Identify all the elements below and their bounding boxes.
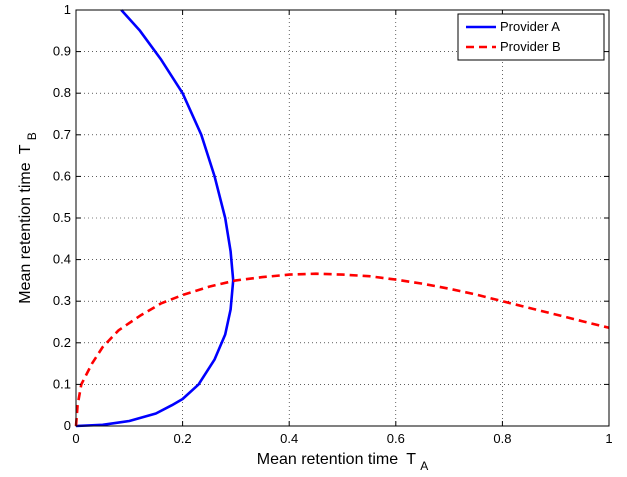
axis-ticks <box>75 9 610 427</box>
x-axis-label: Mean retention time T A <box>257 451 429 473</box>
x-tick-label: 0 <box>72 431 79 446</box>
x-axis-label-subscript: A <box>420 459 428 473</box>
y-tick-label: 0.1 <box>53 376 71 391</box>
series-line-provider-b <box>74 272 610 427</box>
y-tick-label: 0.3 <box>53 293 71 308</box>
legend-label-provider-b: Provider B <box>500 39 561 54</box>
x-tick-label: 0.2 <box>174 431 192 446</box>
y-tick-label: 0.5 <box>53 210 71 225</box>
x-tick-label: 1 <box>605 431 612 446</box>
y-tick-label: 0.6 <box>53 168 71 183</box>
x-tick-label: 0.4 <box>280 431 298 446</box>
x-tick-label: 0.6 <box>387 431 405 446</box>
legend-label-provider-a: Provider A <box>500 19 560 34</box>
y-axis-label: Mean retention time T B <box>17 132 39 304</box>
x-tick-label: 0.8 <box>493 431 511 446</box>
y-tick-label: 0.4 <box>53 252 71 267</box>
y-tick-label: 0.2 <box>53 335 71 350</box>
legend: Provider A Provider B <box>457 13 605 61</box>
y-tick-label: 0 <box>64 418 71 433</box>
y-axis-label-subscript: B <box>25 132 39 140</box>
x-axis-label-text: Mean retention time <box>257 451 399 468</box>
series-line-provider-a <box>75 9 235 428</box>
x-tick-labels: 0 0.2 0.4 0.6 0.8 1 <box>72 431 612 446</box>
grid-lines <box>76 10 609 426</box>
y-tick-label: 0.9 <box>53 44 71 59</box>
y-tick-label: 0.8 <box>53 85 71 100</box>
y-tick-labels: 0 0.1 0.2 0.3 0.4 0.5 0.6 0.7 0.8 0.9 1 <box>53 2 71 433</box>
y-axis-label-prefix: T <box>17 144 34 154</box>
y-axis-label-text: Mean retention time <box>17 162 34 304</box>
legend-box <box>457 13 605 61</box>
series-layer <box>74 9 610 428</box>
y-tick-label: 1 <box>64 2 71 17</box>
x-axis-label-prefix: T <box>406 451 416 468</box>
y-tick-label: 0.7 <box>53 127 71 142</box>
